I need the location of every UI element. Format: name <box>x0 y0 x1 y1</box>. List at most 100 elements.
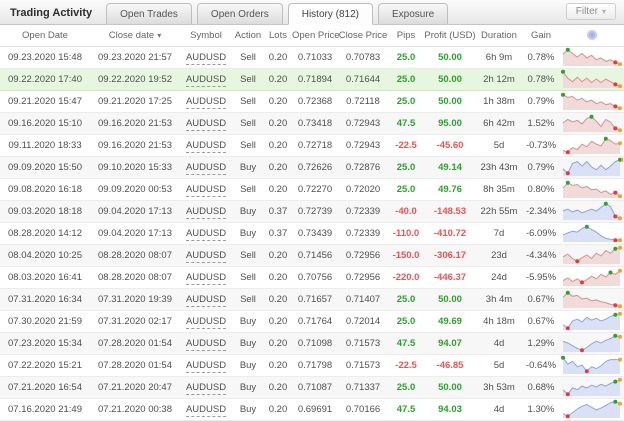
cell-pips: -40.0 <box>388 200 424 223</box>
trade-row[interactable]: 09.22.2020 17:40 09.22.2020 19:52 AUDUSD Se… <box>0 67 624 91</box>
trade-row[interactable]: 07.21.2020 16:54 07.21.2020 20:47 AUDUSD Bu… <box>0 376 624 399</box>
trade-row[interactable]: 07.16.2020 21:49 07.21.2020 00:38 AUDUSD Bu… <box>0 398 624 421</box>
cell-open_price: 0.71098 <box>292 332 338 355</box>
symbol-link[interactable]: AUDUSD <box>185 249 227 263</box>
symbol-link[interactable]: AUDUSD <box>185 359 227 373</box>
tab-open-trades[interactable]: Open Trades <box>106 3 192 24</box>
trade-sparkline <box>562 245 622 264</box>
column-header-action[interactable]: Action <box>232 25 264 47</box>
history-table-body: 09.23.2020 15:48 09.23.2020 21:57 AUDUSD Se… <box>0 46 624 421</box>
symbol-link[interactable]: AUDUSD <box>185 117 227 131</box>
cell-close_price: 0.71337 <box>338 376 388 399</box>
cell-lots: 0.20 <box>264 67 292 91</box>
symbol-link[interactable]: AUDUSD <box>185 51 227 65</box>
trade-row[interactable]: 08.04.2020 10:25 08.28.2020 08:07 AUDUSD Se… <box>0 244 624 267</box>
symbol-link[interactable]: AUDUSD <box>185 337 227 351</box>
tabs-container: Open Trades Open Orders History (812) Expos… <box>106 0 453 25</box>
trade-row[interactable]: 07.31.2020 16:34 07.31.2020 19:39 AUDUSD Se… <box>0 288 624 311</box>
column-header-symbol[interactable]: Symbol <box>180 25 232 47</box>
cell-action: Sell <box>232 178 264 201</box>
orange-marker-dot <box>618 106 622 111</box>
symbol-link[interactable]: AUDUSD <box>185 161 227 175</box>
trade-row[interactable]: 09.16.2020 15:10 09.16.2020 21:53 AUDUSD Se… <box>0 112 624 135</box>
cell-lots: 0.20 <box>264 178 292 201</box>
column-header-duration[interactable]: Duration <box>476 25 522 47</box>
red-marker-dot <box>613 82 618 87</box>
cell-open_date: 07.31.2020 16:34 <box>0 288 90 311</box>
column-header-pips[interactable]: Pips <box>388 25 424 47</box>
widget-title: Trading Activity <box>10 7 93 19</box>
tab-open-orders[interactable]: Open Orders <box>196 3 283 24</box>
cell-open_date: 09.22.2020 17:40 <box>0 67 90 91</box>
cell-close_date: 07.21.2020 00:38 <box>90 398 180 421</box>
green-marker-dot <box>561 69 565 74</box>
trade-row[interactable]: 09.08.2020 16:18 09.09.2020 00:53 AUDUSD Se… <box>0 178 624 201</box>
cell-symbol: AUDUSD <box>180 90 232 113</box>
column-header-profit[interactable]: Profit (USD) <box>424 25 476 47</box>
cell-close_date: 08.28.2020 08:07 <box>90 266 180 289</box>
filter-button[interactable]: Filter ▾ <box>565 3 616 20</box>
column-header-open_price[interactable]: Open Price <box>292 25 340 47</box>
orange-marker-dot <box>618 311 622 316</box>
symbol-link[interactable]: AUDUSD <box>185 227 227 241</box>
green-marker-dot <box>561 92 565 97</box>
cell-close_price: 0.71644 <box>338 67 388 91</box>
tab-history-812[interactable]: History (812) <box>287 3 373 25</box>
trade-row[interactable]: 09.09.2020 15:50 09.10.2020 15:33 AUDUSD Bu… <box>0 156 624 179</box>
tab-exposure[interactable]: Exposure <box>377 3 449 24</box>
column-header-close_price[interactable]: Close Price <box>338 25 388 47</box>
orange-marker-dot <box>618 216 622 221</box>
trade-row[interactable]: 07.23.2020 15:34 07.28.2020 01:54 AUDUSD Bu… <box>0 332 624 355</box>
cell-lots: 0.20 <box>264 376 292 399</box>
symbol-link[interactable]: AUDUSD <box>185 73 227 87</box>
symbol-link[interactable]: AUDUSD <box>185 403 227 417</box>
symbol-link[interactable]: AUDUSD <box>185 183 227 197</box>
trade-sparkline <box>562 333 622 353</box>
cell-duration: 8h 35m <box>476 178 522 201</box>
green-marker-dot <box>565 47 570 52</box>
column-header-close_date[interactable]: Close date ▾ <box>90 25 180 47</box>
cell-gain: -5.95% <box>522 266 560 289</box>
trade-row[interactable]: 09.21.2020 15:47 09.21.2020 17:25 AUDUSD Se… <box>0 90 624 113</box>
cell-close_date: 07.31.2020 19:39 <box>90 288 180 311</box>
symbol-link[interactable]: AUDUSD <box>185 205 227 219</box>
symbol-link[interactable]: AUDUSD <box>185 381 227 395</box>
symbol-link[interactable]: AUDUSD <box>185 139 227 153</box>
trade-row[interactable]: 07.22.2020 15:21 07.28.2020 01:54 AUDUSD Bu… <box>0 354 624 377</box>
trade-sparkline <box>562 290 622 309</box>
cell-pips: 25.0 <box>388 310 424 333</box>
cell-pips: 25.0 <box>388 376 424 399</box>
trade-row[interactable]: 09.03.2020 18:18 09.04.2020 17:13 AUDUSD Bu… <box>0 200 624 223</box>
trade-row[interactable]: 08.03.2020 16:41 08.28.2020 08:07 AUDUSD Se… <box>0 266 624 289</box>
cell-lots: 0.20 <box>264 156 292 179</box>
cell-lots: 0.20 <box>264 266 292 289</box>
symbol-link[interactable]: AUDUSD <box>185 315 227 329</box>
trade-row[interactable]: 09.23.2020 15:48 09.23.2020 21:57 AUDUSD Se… <box>0 46 624 69</box>
trade-row[interactable]: 07.30.2020 21:59 07.31.2020 02:17 AUDUSD Bu… <box>0 310 624 333</box>
column-header-chart[interactable] <box>560 25 624 47</box>
cell-close_price: 0.72339 <box>338 200 388 223</box>
cell-action: Sell <box>232 46 264 69</box>
cell-lots: 0.20 <box>264 134 292 157</box>
symbol-link[interactable]: AUDUSD <box>185 293 227 307</box>
cell-profit: -446.37 <box>424 266 476 289</box>
red-marker-dot <box>613 238 618 243</box>
trade-row[interactable]: 09.11.2020 18:33 09.16.2020 21:53 AUDUSD Se… <box>0 134 624 157</box>
column-header-gain[interactable]: Gain <box>522 25 560 47</box>
cell-pips: 25.0 <box>388 46 424 69</box>
cell-close_date: 09.22.2020 19:52 <box>90 67 180 91</box>
column-header-lots[interactable]: Lots <box>264 25 292 47</box>
column-header-open_date[interactable]: Open Date <box>0 25 90 47</box>
cell-chart <box>560 46 624 69</box>
red-marker-dot <box>565 150 570 155</box>
symbol-link[interactable]: AUDUSD <box>185 271 227 285</box>
cell-duration: 3h 4m <box>476 288 522 311</box>
cell-chart <box>560 288 624 311</box>
symbol-link[interactable]: AUDUSD <box>185 95 227 109</box>
green-marker-dot <box>613 399 618 404</box>
cell-close_date: 09.21.2020 17:25 <box>90 90 180 113</box>
cell-gain: 0.79% <box>522 156 560 179</box>
green-marker-dot <box>613 379 618 384</box>
trade-row[interactable]: 08.28.2020 14:12 09.04.2020 17:13 AUDUSD Bu… <box>0 222 624 245</box>
trade-sparkline <box>562 268 622 286</box>
